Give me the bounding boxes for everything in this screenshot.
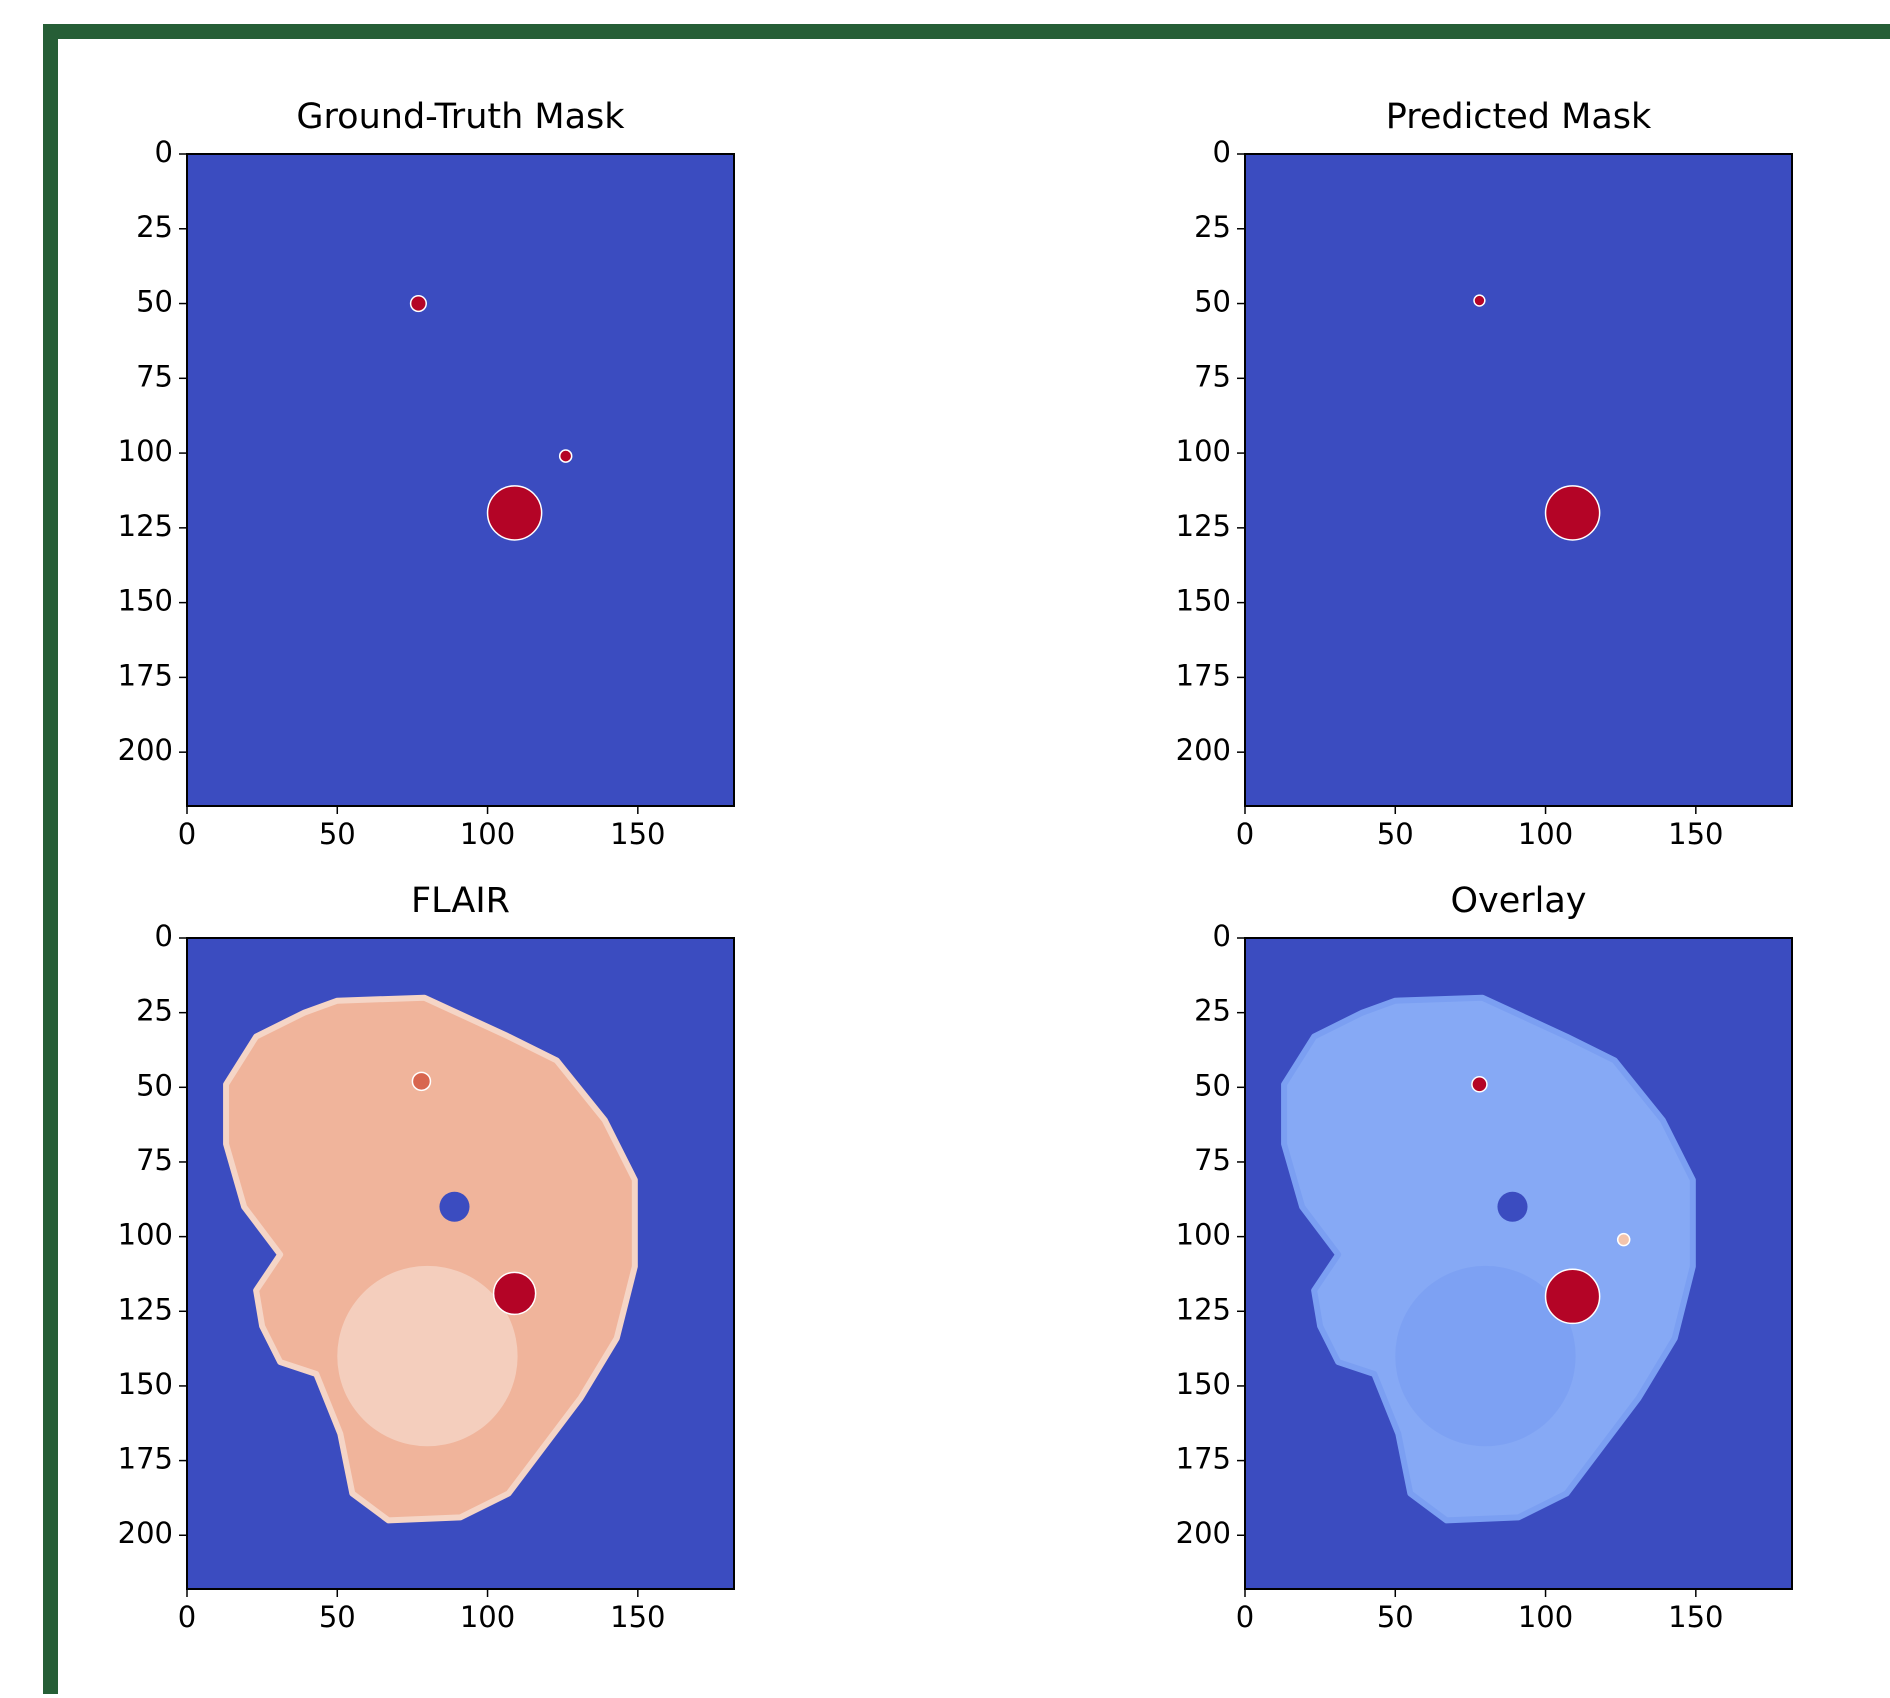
x-tick-label: 100 — [1518, 817, 1573, 851]
y-tick-label: 0 — [155, 135, 173, 169]
y-tick-label: 50 — [1194, 1068, 1231, 1102]
y-tick-label: 150 — [118, 584, 173, 618]
lesion — [560, 450, 572, 462]
y-tick-label: 25 — [1194, 994, 1231, 1028]
lesion — [1546, 486, 1600, 540]
x-tick-label: 50 — [319, 1600, 356, 1634]
x-tick-label: 100 — [460, 1600, 515, 1634]
y-tick-label: 50 — [136, 285, 173, 319]
y-tick-label: 75 — [1194, 1143, 1231, 1177]
x-tick-label: 100 — [460, 817, 515, 851]
y-tick-label: 125 — [1176, 1292, 1231, 1326]
y-tick-label: 0 — [1213, 919, 1231, 953]
image-background — [187, 154, 734, 806]
x-tick-label: 50 — [319, 817, 356, 851]
x-tick-label: 150 — [1668, 817, 1723, 851]
y-tick-label: 175 — [118, 1442, 173, 1476]
lesion — [488, 486, 542, 540]
y-tick-label: 100 — [118, 1218, 173, 1252]
frame-left — [43, 24, 58, 1694]
y-tick-label: 75 — [136, 1143, 173, 1177]
y-tick-label: 175 — [118, 658, 173, 692]
lesion — [1546, 1269, 1600, 1323]
ventricle — [1497, 1192, 1527, 1222]
y-tick-label: 0 — [155, 919, 173, 953]
y-tick-label: 0 — [1213, 135, 1231, 169]
image-background — [1245, 154, 1792, 806]
y-tick-label: 200 — [118, 1516, 173, 1550]
ventricle — [439, 1192, 469, 1222]
y-tick-label: 50 — [136, 1068, 173, 1102]
panel: FLAIR 0 50 100 150 0 25 50 75 100 125 150 175 200 — [118, 881, 734, 1634]
panel-title: Overlay — [1450, 881, 1586, 921]
y-tick-label: 200 — [118, 733, 173, 767]
x-tick-label: 0 — [178, 817, 196, 851]
figure: Ground-Truth Mask 0 50 100 150 0 25 50 75 100 125 1… — [0, 0, 1890, 1694]
y-tick-label: 25 — [136, 210, 173, 244]
lesion — [411, 296, 427, 312]
brain-region — [337, 1266, 517, 1446]
y-tick-label: 125 — [118, 1292, 173, 1326]
y-tick-label: 100 — [118, 434, 173, 468]
y-tick-label: 50 — [1194, 285, 1231, 319]
lesion — [1472, 1077, 1487, 1092]
x-tick-label: 150 — [610, 817, 665, 851]
y-tick-label: 100 — [1176, 1218, 1231, 1252]
y-tick-label: 175 — [1176, 1442, 1231, 1476]
x-tick-label: 150 — [610, 1600, 665, 1634]
y-tick-label: 150 — [1176, 1367, 1231, 1401]
y-tick-label: 100 — [1176, 434, 1231, 468]
frame-top — [43, 24, 1890, 39]
lesion — [1618, 1234, 1630, 1246]
y-tick-label: 200 — [1176, 1516, 1231, 1550]
panel-title: Predicted Mask — [1386, 97, 1652, 137]
lesion — [494, 1272, 536, 1314]
y-tick-label: 175 — [1176, 658, 1231, 692]
panel: Ground-Truth Mask 0 50 100 150 0 25 50 75 100 125 1… — [118, 97, 734, 851]
panel-title: Ground-Truth Mask — [296, 97, 625, 137]
y-tick-label: 75 — [136, 359, 173, 393]
y-tick-label: 125 — [118, 509, 173, 543]
page: {"chart_data": [ {"type": "image", "titl… — [0, 0, 1890, 1694]
lesion — [1474, 295, 1485, 306]
y-tick-label: 25 — [1194, 210, 1231, 244]
y-tick-label: 75 — [1194, 359, 1231, 393]
y-tick-label: 125 — [1176, 509, 1231, 543]
x-tick-label: 50 — [1377, 817, 1414, 851]
lesion — [412, 1072, 430, 1090]
y-tick-label: 150 — [118, 1367, 173, 1401]
x-tick-label: 150 — [1668, 1600, 1723, 1634]
y-tick-label: 150 — [1176, 584, 1231, 618]
x-tick-label: 100 — [1518, 1600, 1573, 1634]
panel: Predicted Mask 0 50 100 150 0 25 50 75 100 125 150 1… — [1176, 97, 1792, 851]
x-tick-label: 0 — [1236, 1600, 1254, 1634]
panel: Overlay 0 50 100 150 0 25 50 75 100 125 150 175 200 — [1176, 881, 1792, 1634]
x-tick-label: 0 — [1236, 817, 1254, 851]
y-tick-label: 200 — [1176, 733, 1231, 767]
x-tick-label: 0 — [178, 1600, 196, 1634]
y-tick-label: 25 — [136, 994, 173, 1028]
x-tick-label: 50 — [1377, 1600, 1414, 1634]
panel-title: FLAIR — [411, 881, 510, 921]
